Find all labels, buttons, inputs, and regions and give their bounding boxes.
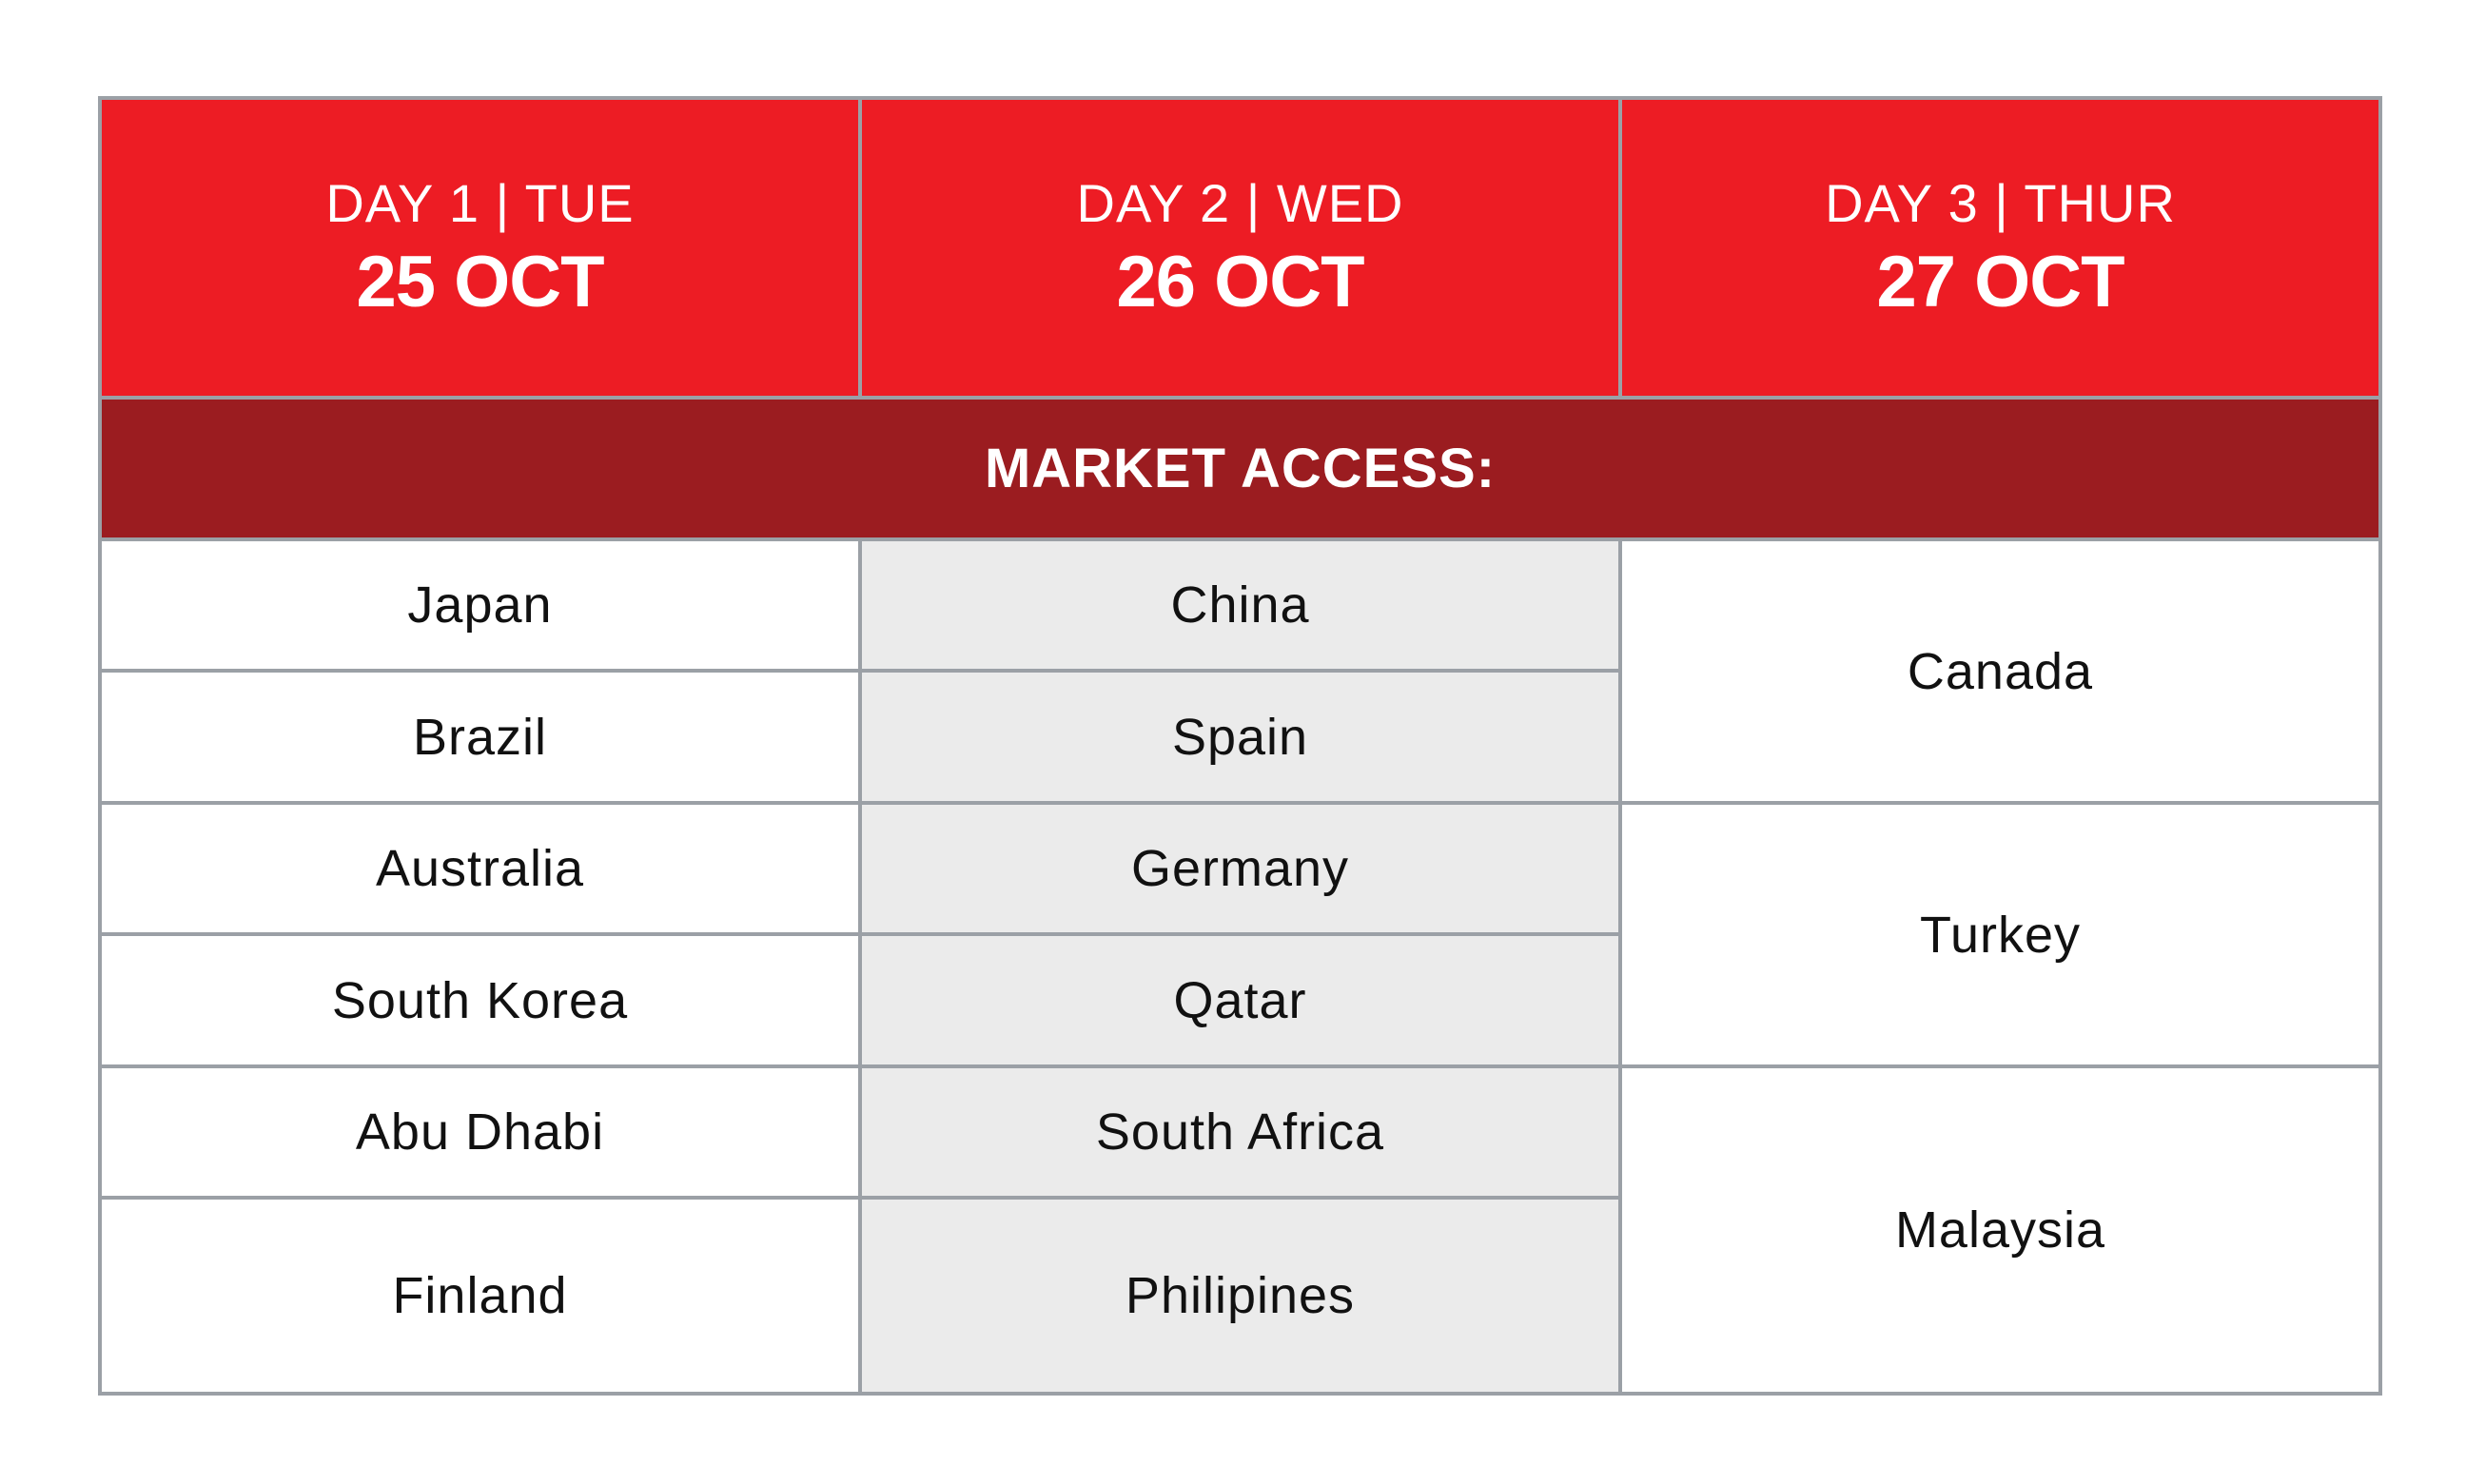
day-3-date: 27 OCT: [1876, 242, 2124, 323]
day-2-country: Germany: [862, 805, 1618, 932]
market-access-schedule-table: DAY 1 | TUE 25 OCT DAY 2 | WED 26 OCT DA…: [98, 96, 2382, 1396]
day-2-header: DAY 2 | WED 26 OCT: [862, 100, 1618, 396]
day-1-header: DAY 1 | TUE 25 OCT: [102, 100, 858, 396]
day-1-country: Finland: [102, 1200, 858, 1392]
day-3-country: Malaysia: [1622, 1068, 2378, 1392]
day-3-header: DAY 3 | THUR 27 OCT: [1622, 100, 2378, 396]
day-2-country: China: [862, 541, 1618, 669]
market-access-banner: MARKET ACCESS:: [102, 400, 2378, 537]
day-3-country: Turkey: [1622, 805, 2378, 1064]
day-1-date: 25 OCT: [356, 242, 604, 323]
day-1-label: DAY 1 | TUE: [325, 173, 635, 234]
day-1-country: Abu Dhabi: [102, 1068, 858, 1196]
day-2-country: Qatar: [862, 936, 1618, 1064]
day-1-country: Japan: [102, 541, 858, 669]
day-1-country: Brazil: [102, 673, 858, 801]
day-1-country: South Korea: [102, 936, 858, 1064]
day-2-date: 26 OCT: [1116, 242, 1364, 323]
day-2-country: South Africa: [862, 1068, 1618, 1196]
day-3-label: DAY 3 | THUR: [1825, 173, 2176, 234]
day-2-country: Philipines: [862, 1200, 1618, 1392]
day-1-country: Australia: [102, 805, 858, 932]
day-2-label: DAY 2 | WED: [1076, 173, 1404, 234]
day-3-country: Canada: [1622, 541, 2378, 801]
day-2-country: Spain: [862, 673, 1618, 801]
